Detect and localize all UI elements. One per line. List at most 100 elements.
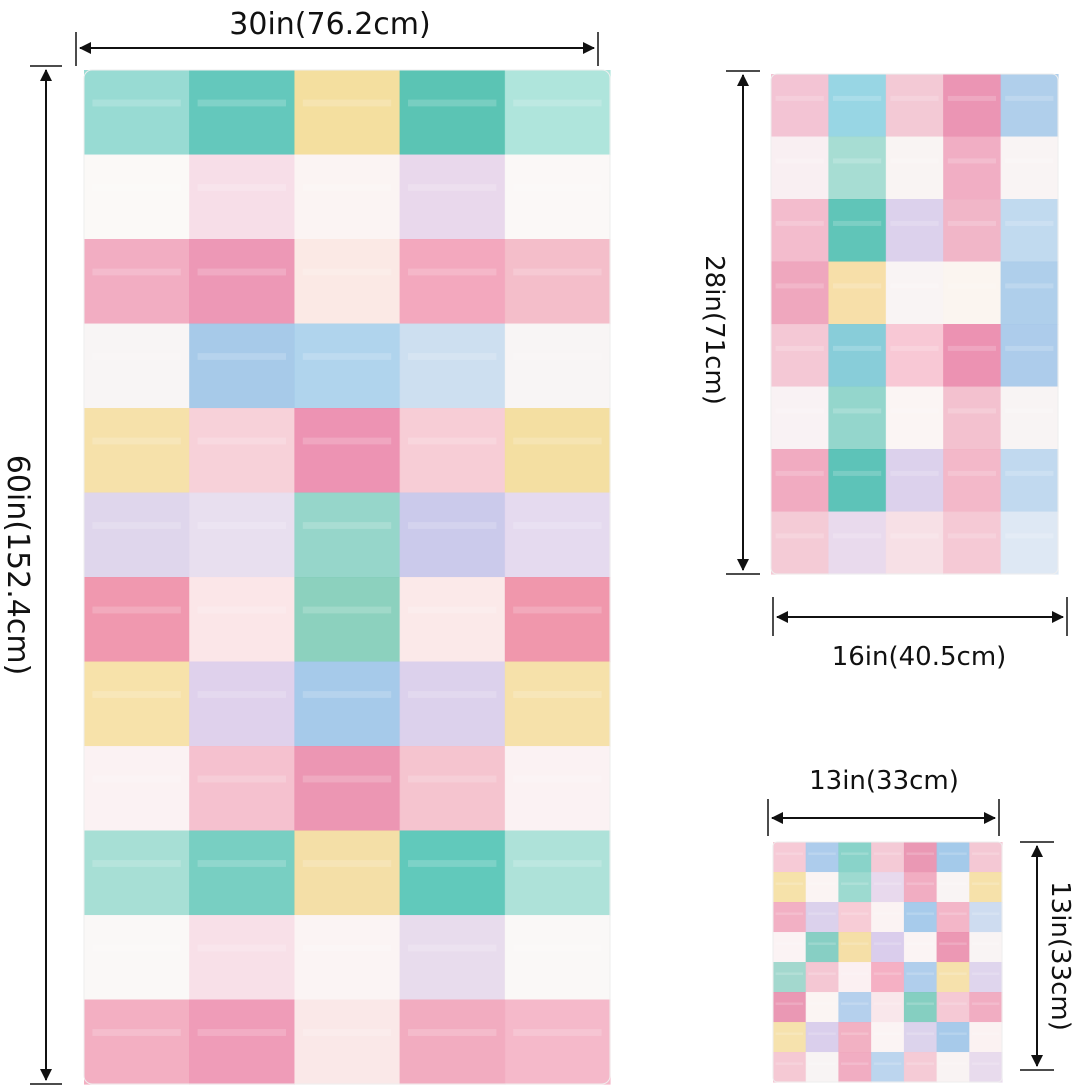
bath-towel-cell [504,492,611,578]
bath-towel [83,69,611,1085]
hand-width-label: 16in(40.5cm) [832,642,1007,672]
hand-towel-brush-streak [890,95,939,101]
hand-towel-cell [1000,324,1059,388]
hand-towel-brush-streak [947,470,996,476]
bath-towel-cell [504,661,611,747]
washcloth-brush-streak [971,1002,1000,1005]
hand-towel-brush-streak [1005,345,1054,351]
bath-towel-brush-streak [197,353,286,360]
bath-towel-brush-streak [302,944,392,952]
bath-towel-outline [83,69,611,1085]
hand-towel-cell [771,449,829,513]
hand-towel-cell [828,386,887,450]
bath-towel-brush-streak [197,522,286,529]
washcloth-brush-streak [841,852,869,855]
washcloth-cell [936,932,970,963]
bath-towel-brush-streak [513,184,602,191]
bath-towel-brush-streak [302,353,392,360]
washcloth-cell [805,962,839,993]
bath-towel-cell [189,999,295,1085]
hand-towel-brush-streak [890,158,939,164]
washcloth-brush-streak [808,972,836,975]
bath-towel-brush-streak [513,860,602,867]
hand-towel-brush-streak [833,345,882,351]
bath-towel-brush-streak [408,99,497,107]
washcloth-cell [871,992,905,1023]
washcloth-cell [903,1022,938,1053]
washcloth-cell [838,902,872,933]
washcloth-cell [969,1052,1003,1083]
hand-towel-cell [885,386,944,450]
washcloth-cell [838,932,872,963]
washcloth-brush-streak [775,1062,804,1065]
hand-towel-cell [885,449,944,513]
washcloth-cell [871,932,905,963]
hand-towel-cell [771,261,829,325]
bath-towel-cell [294,408,401,494]
bath-towel-cell [399,408,506,494]
washcloth-brush-streak [873,942,902,945]
washcloth-cell [838,842,872,873]
washcloth-cell [838,992,872,1023]
hand-height-label: 28in(71cm) [699,255,729,405]
hand-towel-cell [828,136,887,200]
washcloth-brush-streak [775,1032,804,1035]
bath-towel-cell [294,154,401,240]
hand-towel-brush-streak [947,95,996,101]
bath-towel-cell [399,323,506,409]
bath-towel-brush-streak [92,268,181,276]
washcloth-cell [773,992,807,1023]
washcloth-cell [969,902,1003,933]
washcloth-cell [936,902,970,933]
bath-towel-brush-streak [302,184,392,191]
washcloth-brush-streak [775,942,804,945]
bath-towel-brush-streak [92,437,181,445]
bath-height-label: 60in(152.4cm) [0,455,35,676]
bath-towel-brush-streak [92,775,181,783]
bath-towel-brush-streak [513,522,602,529]
bath-towel-brush-streak [92,184,181,191]
hand-towel-cell [828,261,887,325]
bath-towel-brush-streak [513,1029,602,1036]
washcloth-cell [773,902,807,933]
washcloth-brush-streak [906,1062,934,1065]
hand-towel-brush-streak [833,220,882,226]
hand-towel-cell [771,74,829,138]
washcloth-brush-streak [873,912,902,915]
hand-towel-brush-streak [1005,470,1054,476]
bath-towel-brush-streak [197,184,286,191]
bath-towel-cell [84,323,190,409]
hand-towel-brush-streak [947,283,996,289]
bath-towel-cell [84,915,190,1001]
hand-towel-brush-streak [775,408,824,414]
bath-towel-brush-streak [197,691,286,698]
washcloth-cell [805,992,839,1023]
bath-towel-brush-streak [302,268,392,276]
bath-towel-brush-streak [513,691,602,698]
bath-towel-brush-streak [197,99,286,107]
hand-towel-brush-streak [833,283,882,289]
hand-towel-brush-streak [833,408,882,414]
bath-towel-cell [84,70,190,156]
hand-towel-cell [771,324,829,388]
washcloth-brush-streak [971,882,1000,885]
bath-towel-cell [84,408,190,494]
bath-towel-cell [189,492,295,578]
bath-towel-brush-streak [513,944,602,952]
washcloth-brush-streak [775,972,804,975]
washcloth-cell [773,962,807,993]
washcloth-brush-streak [939,882,967,885]
washcloth-cell [969,992,1003,1023]
hand-towel-brush-streak [890,470,939,476]
hand-towel-brush-streak [947,158,996,164]
hand-towel-outline [770,73,1059,575]
bath-towel-cell [504,577,611,663]
bath-towel-cell [399,915,506,1001]
washcloth-outline [772,841,1003,1083]
bath-towel-cell [189,746,295,832]
bath-towel-cell [189,239,295,325]
hand-towel-brush-streak [890,283,939,289]
bath-towel-cell [294,830,401,916]
washcloth-cell [969,842,1003,873]
washcloth-brush-streak [775,912,804,915]
